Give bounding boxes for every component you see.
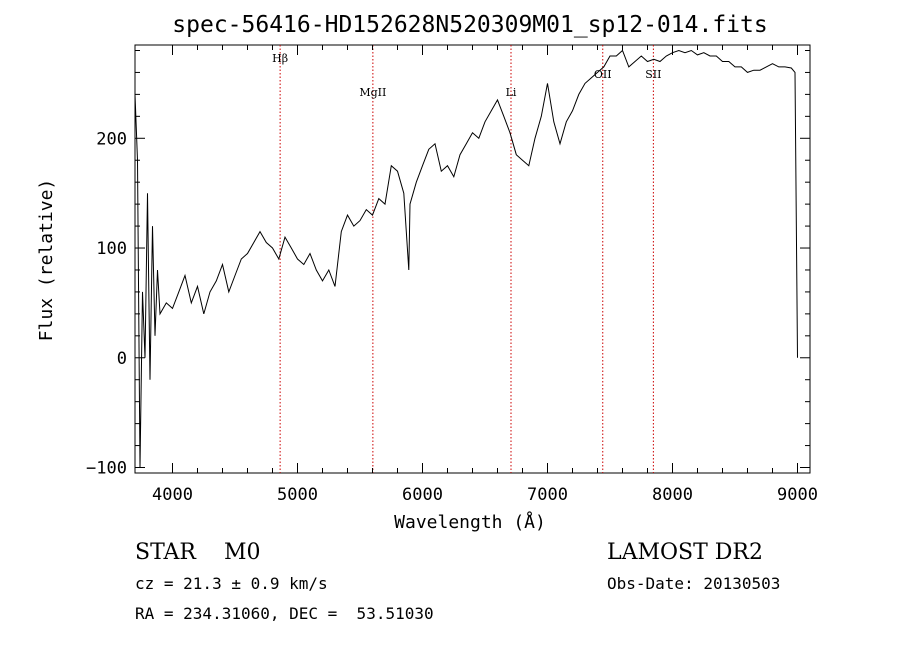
line-label-1: MgII (359, 86, 386, 99)
spectrum-line (134, 49, 798, 468)
coordinates-readout: RA = 234.31060, DEC = 53.51030 (135, 604, 434, 623)
y-axis-label: Flux (relative) (36, 179, 57, 342)
plot-frame (134, 44, 811, 474)
object-class: STAR M0 (135, 540, 261, 565)
x-tick-label-3: 7000 (527, 485, 568, 505)
x-axis: 4000 5000 6000 7000 8000 9000 (152, 45, 818, 505)
x-tick-label-5: 9000 (777, 485, 818, 505)
spectral-line-markers: Hβ MgII Li OII SII (272, 45, 661, 473)
chart-title: spec-56416-HD152628N520309M01_sp12-014.f… (172, 12, 767, 38)
line-label-3: OII (594, 68, 612, 81)
line-label-4: SII (645, 68, 661, 81)
x-tick-label-2: 6000 (402, 485, 443, 505)
redshift-readout: cz = 21.3 ± 0.9 km/s (135, 574, 328, 593)
y-tick-label-2: 100 (96, 239, 127, 259)
line-label-2: Li (506, 86, 517, 99)
obs-date-readout: Obs-Date: 20130503 (607, 574, 781, 593)
subclass-label: M0 (223, 540, 261, 565)
x-tick-label-0: 4000 (152, 485, 193, 505)
x-tick-label-4: 8000 (652, 485, 693, 505)
x-axis-label: Wavelength (Å) (394, 511, 546, 533)
y-axis: −100 0 100 200 (86, 49, 810, 479)
line-label-0: Hβ (272, 52, 288, 65)
y-tick-label-0: −100 (86, 459, 127, 479)
x-tick-label-1: 5000 (277, 485, 318, 505)
spectrum-chart: spec-56416-HD152628N520309M01_sp12-014.f… (36, 12, 818, 533)
y-tick-label-1: 0 (117, 349, 127, 369)
survey-label: LAMOST DR2 (607, 540, 763, 565)
class-label: STAR (135, 540, 196, 565)
y-tick-label-3: 200 (96, 129, 127, 149)
